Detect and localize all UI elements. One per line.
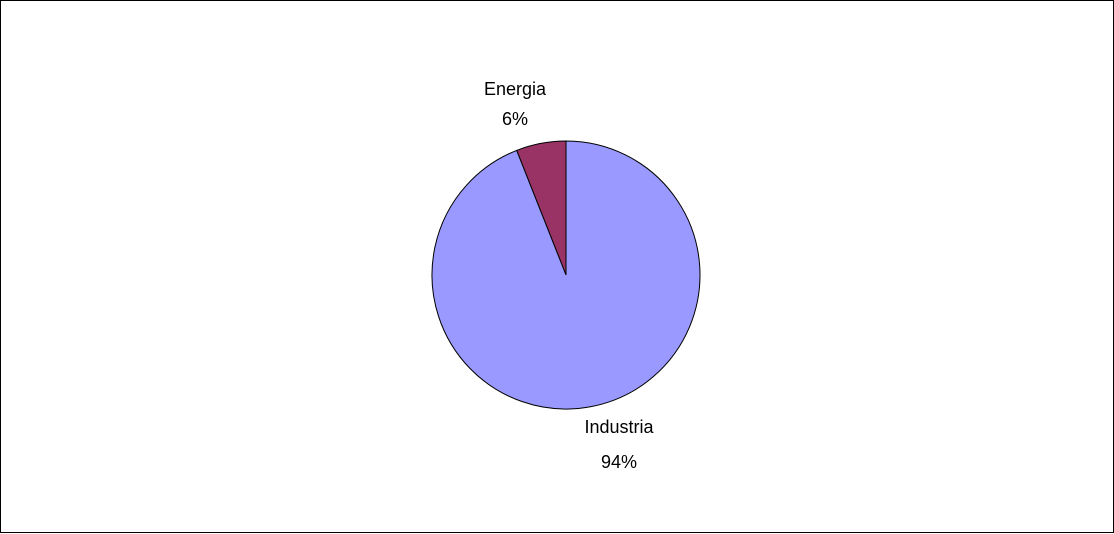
slice-label-energia-percent: 6% [502, 109, 528, 129]
pie-slice-industria [431, 140, 701, 410]
slice-label-energia-name: Energia [484, 79, 547, 99]
slice-label-industria-name: Industria [584, 417, 654, 437]
slice-label-industria-percent: 94% [601, 452, 637, 472]
pie-slices [431, 140, 701, 410]
